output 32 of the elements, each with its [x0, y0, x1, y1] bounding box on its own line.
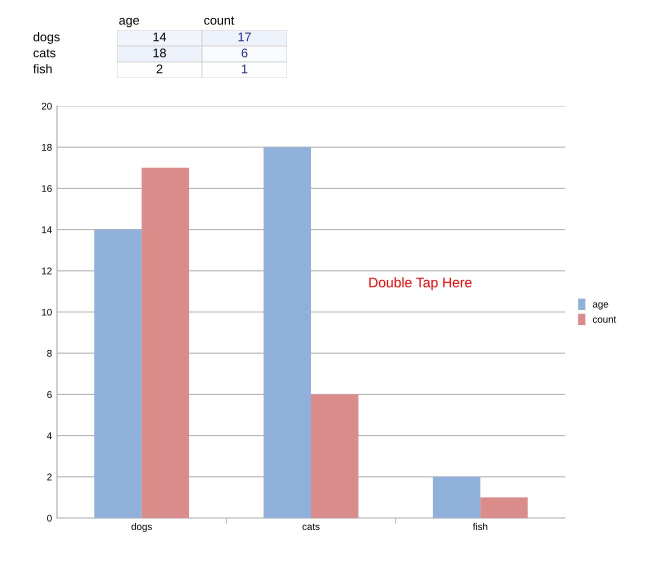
y-tick-label: 4 — [46, 432, 52, 440]
data-label: 17 — [238, 32, 251, 42]
y-tick-label: 12 — [42, 268, 52, 274]
y-tick-label: 20 — [42, 102, 52, 110]
data-label: 6 — [242, 48, 248, 58]
y-tick-label: dogs — [34, 32, 60, 44]
bar — [432, 476, 480, 518]
bar — [264, 147, 311, 518]
y-tick-label: 2 — [47, 474, 52, 480]
legend-label: count — [592, 316, 616, 323]
y-tick-label: 8 — [47, 350, 52, 357]
annotation: Double Tap Here — [369, 277, 472, 290]
y-tick-label: 6 — [47, 391, 52, 398]
data-label: 2 — [156, 64, 162, 74]
data-label: 14 — [154, 32, 166, 42]
y-tick-label: fish — [33, 64, 52, 74]
y-tick-label: 10 — [42, 308, 52, 316]
y-tick-label: 16 — [42, 185, 52, 192]
x-tick-label: cats — [302, 524, 320, 530]
x-tick-label: fish — [472, 522, 488, 530]
data-label: 18 — [154, 48, 166, 58]
y-tick-label: cats — [34, 49, 56, 58]
data-label: 1 — [242, 64, 248, 74]
bar — [94, 230, 142, 518]
bar — [311, 394, 358, 518]
bar — [480, 497, 528, 518]
y-tick-label: 18 — [42, 144, 52, 151]
bar — [142, 168, 190, 518]
x-tick-label: dogs — [132, 522, 152, 532]
y-tick-label: 14 — [42, 226, 52, 234]
legend-label: age — [592, 302, 608, 310]
y-tick-label: 0 — [47, 514, 52, 522]
